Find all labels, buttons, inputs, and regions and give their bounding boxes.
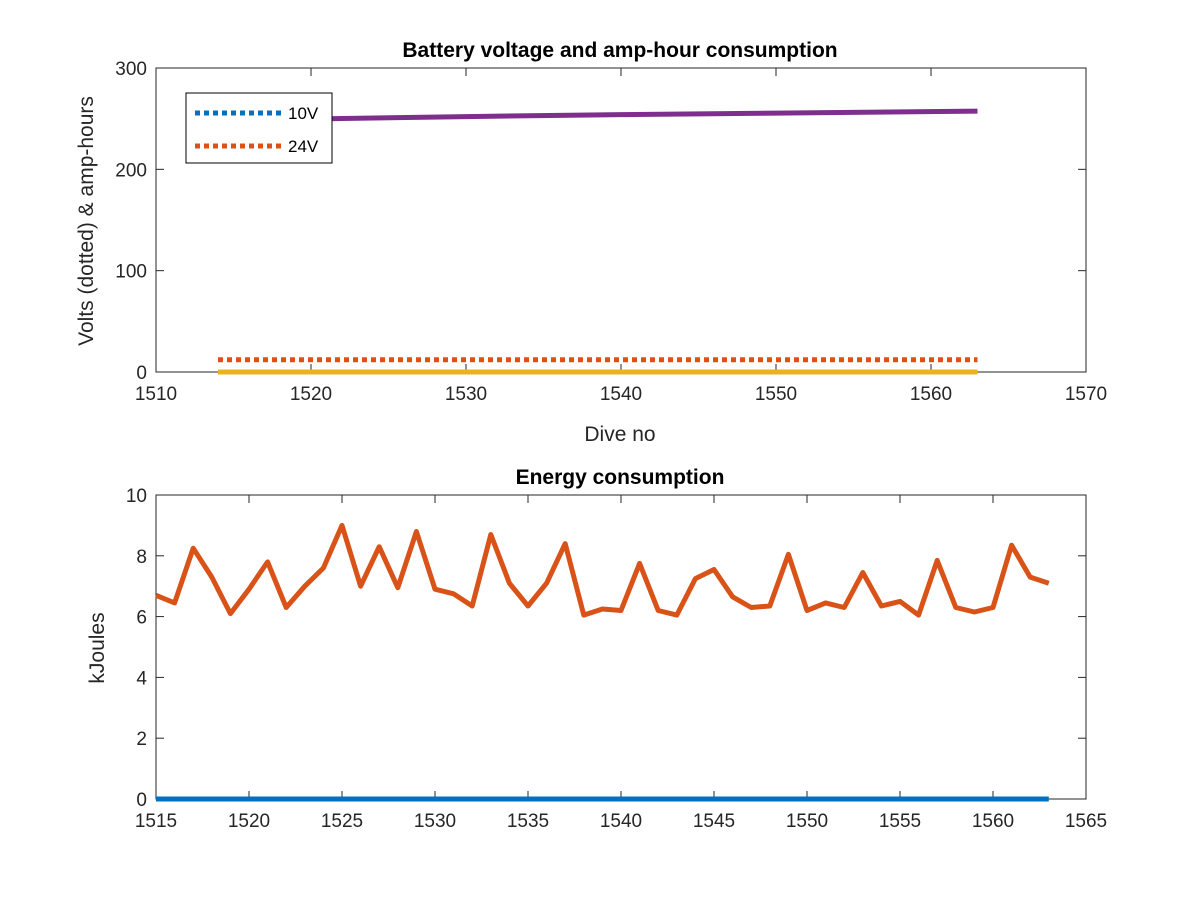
top-legend: 10V 24V bbox=[185, 92, 333, 164]
top-y-tick-label: 200 bbox=[115, 160, 147, 181]
bottom-y-tick-label: 4 bbox=[136, 668, 147, 689]
bottom-x-tick-label: 1540 bbox=[600, 811, 642, 832]
bottom-x-tick-label: 1525 bbox=[321, 811, 363, 832]
bottom-y-tick-label: 10 bbox=[126, 486, 147, 507]
bottom-chart-title: Energy consumption bbox=[516, 466, 725, 489]
top-x-tick-label: 1560 bbox=[910, 384, 952, 405]
bottom-x-tick-label: 1530 bbox=[414, 811, 456, 832]
legend-label-24v: 24V bbox=[288, 137, 319, 156]
top-y-axis-label: Volts (dotted) & amp-hours bbox=[75, 96, 98, 346]
top-chart: Battery voltage and amp-hour consumption… bbox=[75, 39, 1107, 446]
bottom-chart: Energy consumption 1515 1520 1525 1530 1535 1… bbox=[86, 466, 1107, 832]
bottom-y-tick-label: 2 bbox=[136, 729, 147, 750]
top-x-tick-label: 1520 bbox=[290, 384, 332, 405]
top-x-axis-label: Dive no bbox=[584, 423, 655, 446]
top-x-tick-label: 1550 bbox=[755, 384, 797, 405]
top-x-tick-label: 1510 bbox=[135, 384, 177, 405]
bottom-series-1-line bbox=[155, 522, 1050, 618]
bottom-x-tick-label: 1555 bbox=[879, 811, 921, 832]
top-x-tick-label: 1540 bbox=[600, 384, 642, 405]
legend-box bbox=[185, 92, 333, 164]
top-x-tick-label: 1570 bbox=[1065, 384, 1107, 405]
bottom-x-tick-label: 1550 bbox=[786, 811, 828, 832]
top-chart-title: Battery voltage and amp-hour consumption bbox=[402, 39, 837, 62]
top-y-tick-label: 300 bbox=[115, 59, 147, 80]
top-y-tick-label: 100 bbox=[115, 262, 147, 283]
bottom-x-tick-label: 1515 bbox=[135, 811, 177, 832]
bottom-plot-area: 1515 1520 1525 1530 1535 1540 1545 1550 1555 1560… bbox=[126, 486, 1107, 832]
bottom-x-tick-label: 1535 bbox=[507, 811, 549, 832]
top-y-tick-label: 0 bbox=[136, 363, 147, 384]
top-plot-area: 1510 1520 1530 1540 1550 1560 1570 0 100 200 300 bbox=[115, 59, 1107, 405]
legend-label-10v: 10V bbox=[288, 104, 319, 123]
bottom-x-tick-label: 1520 bbox=[228, 811, 270, 832]
bottom-x-tick-label: 1560 bbox=[972, 811, 1014, 832]
bottom-x-tick-label: 1565 bbox=[1065, 811, 1107, 832]
top-x-tick-label: 1530 bbox=[445, 384, 487, 405]
bottom-y-axis-label: kJoules bbox=[86, 612, 109, 683]
bottom-y-tick-label: 8 bbox=[136, 547, 147, 568]
bottom-x-tick-label: 1545 bbox=[693, 811, 735, 832]
top-series-3-line bbox=[326, 108, 978, 122]
bottom-y-tick-label: 0 bbox=[136, 790, 147, 811]
bottom-y-tick-label: 6 bbox=[136, 608, 147, 629]
